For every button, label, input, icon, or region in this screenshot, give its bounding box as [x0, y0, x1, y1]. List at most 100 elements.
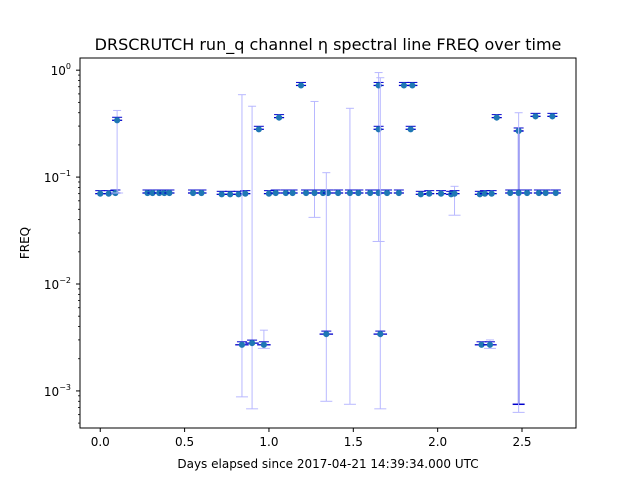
y-tick-label: 10−3 — [44, 383, 71, 399]
data-point — [287, 189, 298, 197]
data-marker — [302, 189, 310, 197]
data-point — [483, 339, 497, 349]
data-point — [540, 189, 551, 197]
data-marker — [493, 114, 500, 121]
data-marker — [97, 190, 104, 197]
data-marker — [355, 189, 362, 197]
data-point — [393, 189, 404, 197]
x-tick-label: 1.0 — [259, 435, 278, 449]
data-point — [253, 125, 264, 133]
data-point — [235, 94, 249, 398]
data-marker — [323, 331, 330, 338]
data-marker — [476, 191, 483, 198]
data-point — [398, 81, 409, 89]
data-marker — [532, 113, 539, 120]
data-marker — [272, 189, 279, 197]
data-point — [103, 190, 114, 197]
data-point — [270, 189, 281, 197]
data-marker — [346, 189, 354, 197]
data-marker — [297, 82, 305, 89]
data-marker — [523, 189, 531, 197]
data-marker — [395, 189, 402, 197]
y-axis-label: FREQ — [18, 227, 32, 259]
data-marker — [409, 82, 416, 89]
data-marker — [289, 189, 296, 197]
data-marker — [383, 189, 391, 197]
data-point — [491, 114, 502, 121]
plot-layer — [95, 72, 561, 413]
y-tick-label: 10−1 — [44, 169, 71, 185]
data-marker — [166, 189, 173, 197]
data-point — [373, 77, 388, 410]
data-marker — [367, 189, 374, 197]
data-point — [245, 105, 259, 410]
data-marker — [335, 189, 342, 197]
data-marker — [189, 189, 197, 197]
data-marker — [542, 189, 549, 197]
data-marker — [417, 191, 424, 198]
data-point — [319, 172, 334, 402]
data-point — [373, 125, 384, 133]
data-point — [111, 109, 124, 194]
data-marker — [114, 117, 121, 124]
data-point — [216, 190, 227, 198]
data-marker — [260, 341, 267, 348]
chart-title: DRSCRUTCH run_q channel η spectral line … — [95, 35, 562, 55]
data-point — [407, 81, 418, 89]
data-marker — [400, 82, 408, 89]
data-point — [295, 81, 307, 89]
y-tick-label: 10−2 — [44, 276, 71, 292]
data-marker — [265, 190, 273, 197]
data-marker — [407, 126, 414, 133]
x-tick-label: 2.0 — [428, 435, 447, 449]
data-marker — [275, 114, 283, 121]
data-marker — [242, 190, 249, 197]
data-marker — [198, 189, 205, 197]
data-marker — [377, 331, 384, 338]
data-marker — [488, 190, 495, 197]
data-point — [164, 189, 175, 197]
data-marker — [437, 190, 445, 197]
x-axis-ticks: 0.0 0.5 1.0 1.5 2.0 2.5 — [91, 428, 532, 449]
data-point — [415, 190, 426, 198]
data-point — [405, 125, 416, 133]
data-point — [196, 189, 207, 197]
data-point — [530, 112, 541, 120]
data-point — [225, 190, 236, 198]
data-point — [308, 100, 321, 218]
y-axis-ticks: 10−3 10−2 10−1 100 — [44, 62, 80, 424]
data-marker — [549, 113, 556, 120]
x-tick-label: 0.0 — [91, 435, 110, 449]
data-marker — [426, 190, 433, 197]
x-axis-label: Days elapsed since 2017-04-21 14:39:34.0… — [177, 457, 478, 471]
data-point — [479, 190, 490, 197]
data-point — [372, 72, 385, 242]
data-marker — [238, 341, 246, 348]
data-point — [435, 190, 447, 197]
data-marker — [552, 189, 559, 197]
data-point — [505, 189, 516, 197]
x-tick-label: 1.5 — [344, 435, 363, 449]
y-tick-label: 100 — [51, 62, 71, 78]
data-marker — [507, 189, 514, 197]
data-point — [373, 81, 384, 89]
x-tick-label: 0.5 — [175, 435, 194, 449]
data-marker — [311, 189, 318, 197]
data-point — [448, 185, 461, 216]
x-tick-label: 2.5 — [512, 435, 531, 449]
data-point — [522, 189, 533, 197]
data-point — [550, 189, 561, 197]
data-point — [353, 189, 364, 197]
data-point — [424, 190, 435, 197]
data-point — [343, 107, 356, 405]
data-marker — [515, 189, 522, 197]
data-point — [486, 190, 497, 197]
data-point — [547, 112, 558, 120]
data-point — [381, 189, 393, 197]
data-marker — [227, 191, 234, 198]
data-marker — [486, 341, 494, 348]
data-marker — [255, 126, 262, 133]
data-marker — [105, 190, 112, 197]
data-point — [263, 190, 275, 197]
